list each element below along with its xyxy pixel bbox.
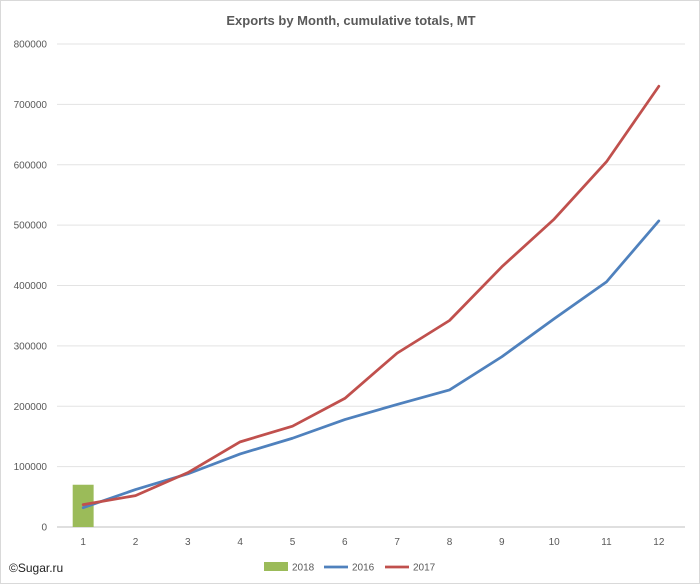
y-tick-label: 500000: [14, 221, 48, 232]
y-tick-label: 0: [41, 523, 47, 534]
series-line-2017: [81, 84, 661, 507]
y-tick-label: 200000: [14, 402, 48, 413]
x-tick-label: 12: [653, 537, 665, 548]
legend-swatch-2018: [264, 562, 288, 571]
x-tick-label: 2: [133, 537, 139, 548]
gridlines: [57, 43, 685, 528]
x-tick-label: 1: [80, 537, 86, 548]
x-tick-label: 8: [447, 537, 453, 548]
y-axis-tick-labels: 0 100000 200000 300000 400000 500000 600000 700…: [14, 40, 48, 534]
x-tick-label: 9: [499, 537, 505, 548]
y-tick-label: 100000: [14, 462, 48, 473]
y-tick-label: 800000: [14, 40, 48, 51]
series-line-2016: [81, 219, 661, 510]
x-tick-label: 7: [394, 537, 400, 548]
x-tick-label: 3: [185, 537, 191, 548]
y-tick-label: 600000: [14, 160, 48, 171]
line-series: [81, 84, 661, 510]
y-tick-label: 700000: [14, 100, 48, 111]
x-axis-tick-labels: 1 2 3 4 5 6 7 8 9 10 11 12: [80, 537, 664, 548]
legend: 2018 2016 2017: [264, 562, 436, 574]
legend-label-2018: 2018: [292, 563, 315, 574]
x-tick-label: 6: [342, 537, 348, 548]
legend-label-2016: 2016: [352, 563, 375, 574]
credit-text: ©Sugar.ru: [9, 561, 63, 575]
x-tick-label: 5: [290, 537, 296, 548]
y-tick-label: 400000: [14, 281, 48, 292]
legend-label-2017: 2017: [413, 563, 436, 574]
x-tick-label: 10: [549, 537, 561, 548]
x-tick-label: 4: [237, 537, 243, 548]
chart-title: Exports by Month, cumulative totals, MT: [226, 13, 475, 28]
y-tick-label: 300000: [14, 341, 48, 352]
x-tick-label: 11: [601, 537, 612, 548]
